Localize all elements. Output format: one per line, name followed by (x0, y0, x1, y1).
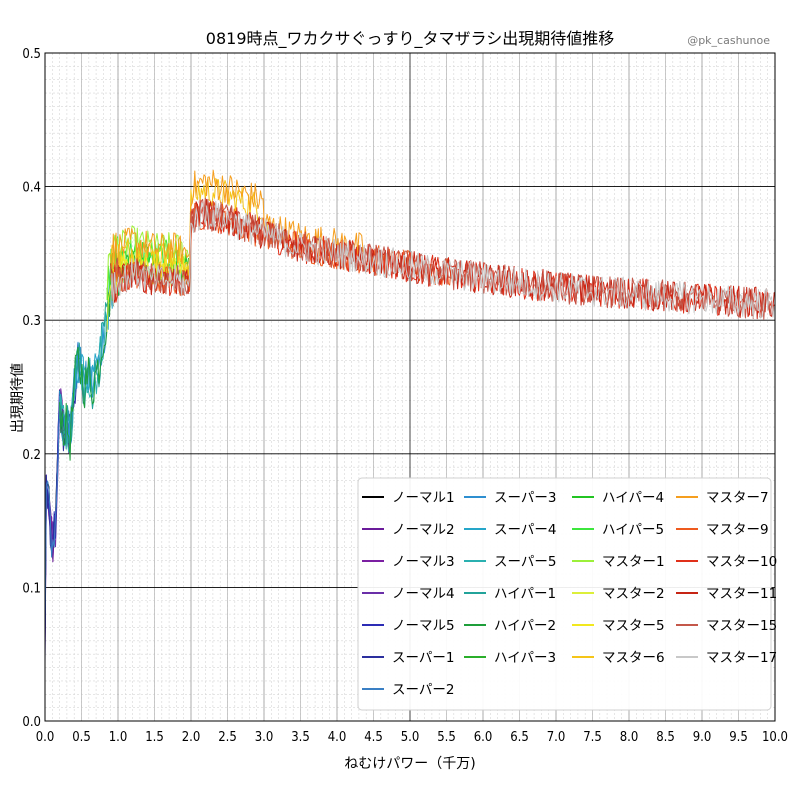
legend-item: マスター1 (572, 554, 665, 570)
y-axis-label: 出現期待値 (10, 363, 26, 433)
legend-label: スーパー5 (494, 554, 556, 570)
legend-item: スーパー3 (464, 490, 556, 506)
x-axis-label: ねむけパワー（千万) (344, 756, 475, 772)
x-tick-label: 7.5 (583, 730, 602, 745)
x-tick-label: 9.5 (729, 730, 748, 745)
legend-item: マスター7 (676, 490, 769, 506)
legend-label: マスター15 (706, 618, 777, 634)
legend-label: ノーマル3 (392, 554, 455, 570)
legend-item: スーパー4 (464, 522, 556, 538)
legend-label: マスター9 (706, 522, 769, 538)
y-tick-label: 0.4 (22, 181, 41, 196)
legend-label: マスター1 (602, 554, 665, 570)
legend-label: スーパー2 (392, 682, 454, 698)
legend-label: マスター17 (706, 650, 777, 666)
x-tick-label: 10.0 (762, 730, 788, 745)
legend-label: マスター5 (602, 618, 665, 634)
legend-label: スーパー4 (494, 522, 556, 538)
x-tick-label: 3.5 (291, 730, 310, 745)
legend-item: ノーマル4 (362, 586, 455, 602)
x-tick-label: 8.5 (656, 730, 675, 745)
series-layer (44, 169, 775, 664)
x-tick-label: 1.0 (109, 730, 128, 745)
legend: ノーマル1 ノーマル2 ノーマル3 ノーマル4 ノーマル5 スーパー1 スーパー2 スーパー3… (357, 477, 777, 711)
plot-frame (44, 52, 776, 722)
legend-item: マスター2 (572, 586, 665, 602)
legend-label: マスター2 (602, 586, 665, 602)
x-tick-label: 5.5 (437, 730, 456, 745)
series-line (110, 200, 775, 319)
x-tick-label: 5.0 (401, 730, 420, 745)
legend-label: ハイパー1 (494, 586, 556, 602)
legend-item: ノーマル1 (362, 490, 455, 506)
legend-label: スーパー1 (392, 650, 454, 666)
x-tick-label: 6.0 (474, 730, 493, 745)
x-tick-label: 0.5 (72, 730, 91, 745)
legend-label: マスター11 (706, 586, 777, 602)
legend-item: ノーマル3 (362, 554, 455, 570)
x-tick-label: 8.0 (620, 730, 639, 745)
legend-label: マスター6 (602, 650, 665, 666)
legend-label: ノーマル5 (392, 618, 455, 634)
series-line (106, 225, 189, 300)
legend-item: ハイパー4 (572, 490, 664, 506)
y-tick-labels: 0.0 0.1 0.2 0.3 0.4 0.5 (22, 47, 41, 730)
legend-item: ハイパー2 (464, 618, 556, 634)
legend-label: ハイパー2 (494, 618, 556, 634)
chart-title: 0819時点_ワカクサぐっすり_タマザラシ出現期待値推移 (206, 29, 614, 49)
legend-item: マスター11 (676, 586, 777, 602)
legend-item: ハイパー5 (572, 522, 664, 538)
legend-item: スーパー5 (464, 554, 556, 570)
legend-label: ハイパー3 (494, 650, 556, 666)
x-tick-label: 7.0 (547, 730, 566, 745)
legend-label: ハイパー5 (602, 522, 664, 538)
credit-label: @pk_cashunoe (687, 34, 770, 47)
series-line (110, 197, 775, 320)
x-tick-label: 3.0 (255, 730, 274, 745)
y-tick-label: 0.3 (22, 314, 41, 329)
legend-item: スーパー1 (362, 650, 454, 666)
legend-item: ハイパー3 (464, 650, 556, 666)
x-tick-label: 2.0 (182, 730, 201, 745)
legend-label: マスター7 (706, 490, 769, 506)
legend-label: マスター10 (706, 554, 777, 570)
legend-item: ノーマル5 (362, 618, 455, 634)
legend-box (357, 477, 772, 711)
legend-item: マスター5 (572, 618, 665, 634)
y-tick-label: 0.1 (22, 581, 41, 596)
legend-item: マスター10 (676, 554, 777, 570)
y-tick-label: 0.0 (22, 715, 41, 730)
legend-item: ハイパー1 (464, 586, 556, 602)
legend-item: マスター15 (676, 618, 777, 634)
x-tick-labels: 0.0 0.5 1.0 1.5 2.0 2.5 3.0 3.5 4.0 4.5 5.0 5.5 6.0 6… (36, 730, 788, 745)
legend-item: マスター9 (676, 522, 769, 538)
x-tick-label: 2.5 (218, 730, 237, 745)
legend-item: スーパー2 (362, 682, 454, 698)
x-tick-label: 4.5 (364, 730, 383, 745)
legend-label: ノーマル1 (392, 490, 455, 506)
legend-label: ハイパー4 (602, 490, 664, 506)
legend-item: マスター6 (572, 650, 665, 666)
x-tick-label: 0.0 (36, 730, 55, 745)
legend-label: スーパー3 (494, 490, 556, 506)
x-tick-label: 9.0 (693, 730, 712, 745)
legend-label: ノーマル4 (392, 586, 455, 602)
legend-label: ノーマル2 (392, 522, 455, 538)
legend-item: ノーマル2 (362, 522, 455, 538)
x-tick-label: 4.0 (328, 730, 347, 745)
y-tick-label: 0.2 (22, 448, 41, 463)
legend-item: マスター17 (676, 650, 777, 666)
y-tick-label: 0.5 (22, 47, 41, 62)
x-tick-label: 1.5 (145, 730, 164, 745)
legend-items: ノーマル1 ノーマル2 ノーマル3 ノーマル4 ノーマル5 スーパー1 スーパー2 スーパー3… (362, 490, 777, 698)
x-tick-label: 6.5 (510, 730, 529, 745)
